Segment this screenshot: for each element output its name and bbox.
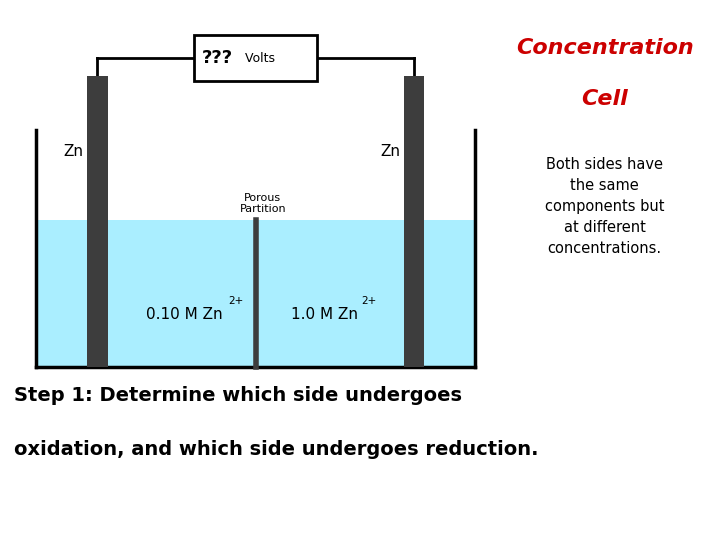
Text: Volts: Volts: [241, 51, 275, 65]
Text: Concentration: Concentration: [516, 38, 693, 58]
FancyBboxPatch shape: [194, 35, 317, 81]
Text: Zn: Zn: [380, 144, 400, 159]
Text: 1.0 M Zn: 1.0 M Zn: [291, 307, 358, 322]
Text: 2+: 2+: [361, 296, 377, 306]
Text: Porous
Partition: Porous Partition: [240, 193, 286, 214]
Bar: [404, 76, 424, 367]
Text: 0.10 M Zn: 0.10 M Zn: [145, 307, 222, 322]
Text: oxidation, and which side undergoes reduction.: oxidation, and which side undergoes redu…: [14, 440, 539, 459]
Text: Step 1: Determine which side undergoes: Step 1: Determine which side undergoes: [14, 386, 462, 405]
Bar: [36, 220, 475, 367]
Bar: [87, 76, 107, 367]
Text: Zn: Zn: [64, 144, 84, 159]
Text: 2+: 2+: [229, 296, 244, 306]
Text: ???: ???: [202, 49, 233, 67]
Text: Both sides have
the same
components but
at different
concentrations.: Both sides have the same components but …: [545, 157, 665, 255]
Text: Cell: Cell: [582, 89, 628, 109]
